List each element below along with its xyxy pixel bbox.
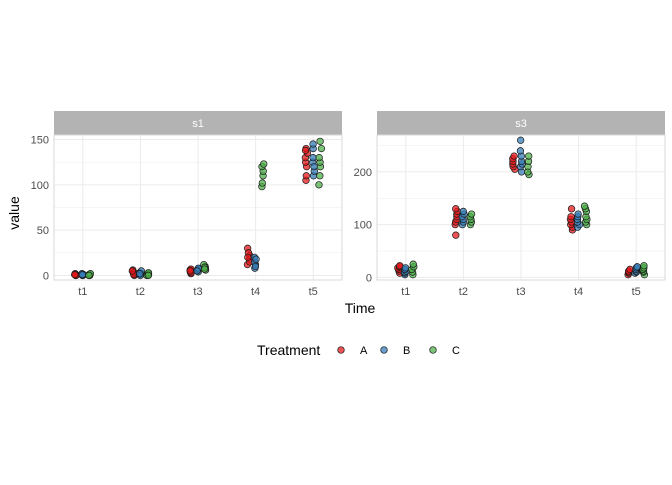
legend-label: A: [360, 345, 368, 357]
data-point: [78, 270, 87, 279]
y-tick-label: 50: [37, 225, 49, 237]
legend-item-A: A: [337, 345, 368, 357]
data-point: [459, 207, 467, 216]
data-point: [452, 231, 460, 239]
legend-title: Treatment: [257, 342, 320, 358]
data-point: [252, 255, 260, 263]
x-tick-label: t1: [78, 286, 87, 298]
legend-label: C: [452, 345, 460, 357]
data-point: [510, 152, 518, 160]
panel-border: [53, 134, 343, 281]
data-point: [302, 172, 310, 180]
data-point: [452, 205, 460, 213]
facet-strip: [377, 111, 665, 135]
data-point: [309, 140, 317, 148]
series-A: [71, 144, 312, 280]
data-point: [316, 137, 324, 145]
data-point: [315, 181, 323, 189]
data-point: [144, 271, 152, 280]
x-tick-label: t3: [516, 286, 525, 298]
data-point: [574, 210, 582, 218]
data-point: [315, 154, 323, 162]
y-axis-title: value: [6, 196, 22, 230]
x-tick-label: t2: [136, 286, 145, 298]
series-B: [400, 136, 641, 279]
data-point: [516, 136, 525, 144]
data-point: [200, 265, 209, 273]
legend: Treatment A B C: [257, 342, 460, 358]
facet-strip: [54, 111, 342, 135]
legend-key: [380, 346, 388, 354]
series-B: [78, 140, 318, 280]
data-point: [136, 270, 144, 278]
data-point: [309, 154, 317, 162]
panel-border: [376, 134, 666, 281]
legend-key: [429, 346, 437, 354]
data-point: [186, 267, 194, 275]
data-point: [251, 262, 260, 271]
x-axis-title: Time: [345, 300, 376, 316]
series-C: [408, 152, 649, 279]
data-point: [244, 253, 252, 261]
y-tick-label: 0: [43, 270, 49, 282]
series-C: [85, 137, 326, 280]
data-point: [317, 144, 326, 153]
x-tick-label: t4: [574, 286, 583, 298]
legend-item-C: C: [429, 345, 460, 357]
data-point: [516, 147, 525, 155]
x-tick-label: t2: [459, 286, 468, 298]
data-point: [258, 179, 266, 187]
y-tick-label: 0: [366, 272, 372, 284]
legend-label: B: [403, 345, 410, 357]
data-point: [128, 267, 136, 275]
legend-item-B: B: [380, 345, 410, 357]
facet-strip-label: s1: [192, 118, 204, 130]
y-tick-label: 100: [354, 220, 372, 232]
panel-s3: s3 0 100 200 t1 t2 t3 t4 t5: [354, 111, 666, 298]
data-point: [567, 213, 575, 221]
panels: s1 0 50 100 150 t1 t2 t3 t4 t5 s3 0 100 200 t1 t2 t3 t4 t5: [31, 111, 666, 298]
data-point: [316, 172, 324, 180]
data-point: [71, 270, 79, 279]
legend-key: [337, 346, 345, 354]
facet-strip-label: s3: [515, 118, 527, 130]
data-point: [260, 160, 268, 168]
x-tick-label: t1: [401, 286, 410, 298]
y-tick-label: 100: [31, 180, 49, 192]
data-point: [401, 264, 410, 272]
data-point: [310, 163, 318, 171]
data-point: [580, 202, 589, 210]
data-point: [301, 146, 310, 155]
x-tick-label: t5: [632, 286, 641, 298]
x-tick-label: t5: [309, 286, 318, 298]
data-point: [193, 267, 201, 275]
data-point: [525, 152, 533, 160]
y-tick-label: 150: [31, 135, 49, 147]
data-point: [85, 271, 93, 280]
data-point: [640, 262, 648, 270]
y-tick-label: 200: [354, 167, 372, 179]
x-tick-label: t4: [251, 286, 260, 298]
data-point: [467, 210, 476, 218]
data-point: [567, 205, 576, 213]
x-tick-label: t3: [193, 286, 202, 298]
data-point: [409, 260, 417, 268]
legend-entries: A B C: [337, 345, 460, 357]
panel-s1: s1 0 50 100 150 t1 t2 t3 t4 t5: [31, 111, 343, 298]
